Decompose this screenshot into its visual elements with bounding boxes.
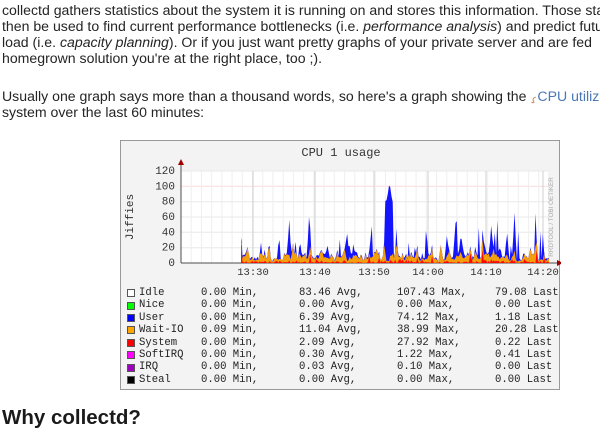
svg-text:13:40: 13:40 [299, 267, 331, 279]
svg-text:CPU 1 usage: CPU 1 usage [301, 146, 380, 160]
svg-text:40: 40 [162, 227, 175, 239]
svg-text:RRDTOOL / TOBI OETIKER: RRDTOOL / TOBI OETIKER [548, 177, 555, 257]
svg-text:13:30: 13:30 [237, 267, 269, 279]
svg-text:13:50: 13:50 [358, 267, 390, 279]
svg-text:Jiffies: Jiffies [125, 194, 137, 240]
svg-text:14:00: 14:00 [412, 267, 444, 279]
svg-text:14:10: 14:10 [470, 267, 502, 279]
svg-text:120: 120 [155, 166, 175, 178]
svg-text:100: 100 [155, 181, 175, 193]
svg-text:0: 0 [168, 258, 175, 270]
svg-text:80: 80 [162, 197, 175, 209]
svg-text:14:20: 14:20 [527, 267, 559, 279]
svg-text:20: 20 [162, 243, 175, 255]
svg-text:60: 60 [162, 212, 175, 224]
